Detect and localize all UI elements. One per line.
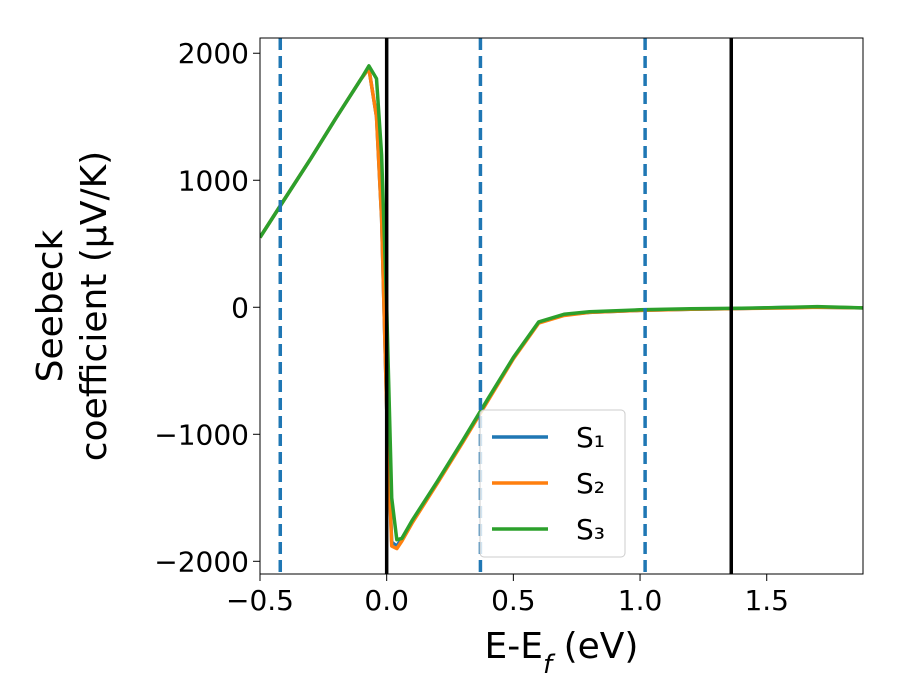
x-tick-label: 1.5 xyxy=(744,584,789,617)
x-tick-label: 0.5 xyxy=(491,584,536,617)
y-tick-label: 2000 xyxy=(178,37,249,70)
legend-label: S₁ xyxy=(576,421,605,454)
x-axis-label-part: (eV) xyxy=(552,626,638,667)
legend-label: S₃ xyxy=(576,513,605,546)
legend-label: S₂ xyxy=(576,467,605,500)
y-tick-label: −2000 xyxy=(154,545,249,578)
x-tick-label: 0.0 xyxy=(364,584,409,617)
x-axis-label-part: E-E xyxy=(485,626,543,667)
x-tick-label: −0.5 xyxy=(226,584,294,617)
x-tick-label: 1.0 xyxy=(618,584,663,617)
series-line xyxy=(260,64,863,542)
y-tick-label: 1000 xyxy=(178,164,249,197)
y-tick-label: −1000 xyxy=(154,418,249,451)
x-axis-label: E-Ef (eV) xyxy=(485,626,639,680)
legend-box xyxy=(479,409,626,558)
legend: S₁ S₂ S₃ xyxy=(479,409,626,558)
y-axis-label: coefficient (μV/K) xyxy=(74,151,115,461)
y-tick-label: 0 xyxy=(231,291,249,324)
plot-area xyxy=(260,38,863,574)
y-axis-label: Seebeck xyxy=(30,229,71,382)
plot-frame xyxy=(259,37,864,575)
